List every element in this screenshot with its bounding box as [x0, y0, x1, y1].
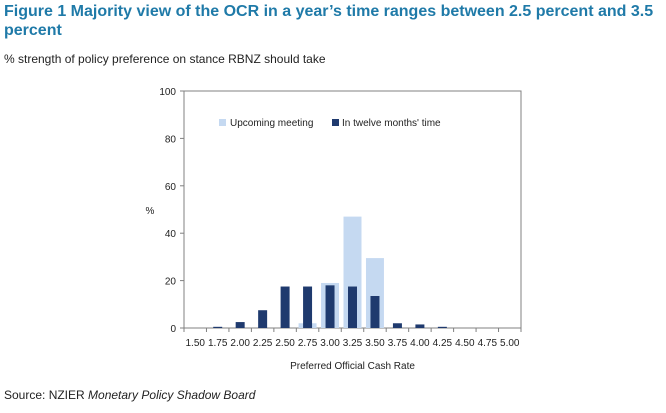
y-tick-label: 0 — [170, 324, 176, 335]
x-tick-label: 4.50 — [455, 338, 475, 349]
bar-twelve-months-2.75 — [303, 286, 313, 328]
legend-swatch-twelve-months — [332, 119, 339, 126]
y-tick-label: 100 — [159, 87, 176, 98]
bar-twelve-months-3.75 — [392, 323, 402, 328]
source-publication: Monetary Policy Shadow Board — [88, 388, 256, 402]
x-tick-label: 4.75 — [478, 338, 498, 349]
source-prefix: Source: NZIER — [4, 388, 89, 402]
bar-twelve-months-4.25 — [437, 326, 447, 328]
x-tick-label: 5.00 — [500, 338, 520, 349]
figure-title: Figure 1 Majority view of the OCR in a y… — [4, 3, 654, 39]
bar-twelve-months-3.00 — [325, 285, 335, 328]
x-tick-label: 2.25 — [253, 338, 273, 349]
x-tick-label: 4.25 — [433, 338, 453, 349]
x-tick-label: 3.25 — [343, 338, 363, 349]
bar-twelve-months-4.00 — [415, 324, 425, 328]
x-tick-label: 3.00 — [320, 338, 340, 349]
bar-twelve-months-2.50 — [280, 286, 290, 328]
x-tick-label: 2.50 — [275, 338, 295, 349]
legend-label-twelve-months: In twelve months' time — [342, 118, 441, 129]
source-note: Source: NZIER Monetary Policy Shadow Boa… — [4, 388, 255, 402]
legend-label-upcoming: Upcoming meeting — [230, 118, 313, 129]
bar-twelve-months-1.75 — [213, 326, 223, 328]
y-tick-label: 60 — [165, 182, 177, 193]
bar-twelve-months-3.50 — [370, 296, 380, 328]
bar-twelve-months-3.25 — [348, 286, 357, 328]
y-tick-label: 40 — [165, 229, 177, 240]
x-tick-label: 3.50 — [365, 338, 385, 349]
x-tick-label: 1.75 — [208, 338, 228, 349]
y-axis-label: % — [146, 206, 155, 217]
y-tick-label: 20 — [165, 277, 177, 288]
x-tick-label: 3.75 — [388, 338, 408, 349]
x-axis-label: Preferred Official Cash Rate — [290, 361, 415, 372]
x-tick-label: 2.00 — [230, 338, 250, 349]
legend-swatch-upcoming — [219, 119, 226, 126]
bar-twelve-months-2.00 — [235, 322, 245, 328]
y-tick-label: 80 — [165, 134, 177, 145]
x-tick-label: 1.50 — [185, 338, 205, 349]
figure-subtitle: % strength of policy preference on stanc… — [4, 52, 326, 66]
x-tick-label: 4.00 — [410, 338, 430, 349]
bar-twelve-months-2.25 — [258, 310, 268, 328]
x-tick-label: 2.75 — [298, 338, 318, 349]
